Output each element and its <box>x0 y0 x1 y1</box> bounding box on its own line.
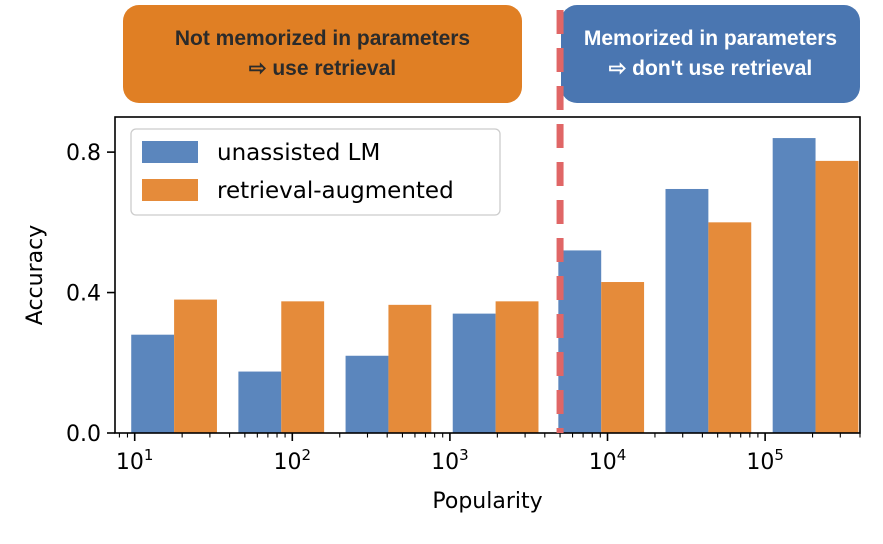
bar-unassisted-7 <box>772 138 816 434</box>
annotation-memorized: Memorized in parameters ⇨ don't use retr… <box>561 5 860 103</box>
x-axis: 101 102 103 104 105 <box>116 433 861 475</box>
bar-retrieval-1 <box>174 299 217 433</box>
bar-unassisted-3 <box>345 355 389 433</box>
x-tick-label: 102 <box>274 446 312 475</box>
y-axis: 0.0 0.4 0.8 <box>66 141 115 447</box>
legend-label-retrieval: retrieval-augmented <box>217 178 454 204</box>
bar-retrieval-7 <box>815 160 859 433</box>
legend-swatch-retrieval <box>142 179 198 201</box>
legend-label-unassisted: unassisted LM <box>217 140 380 166</box>
bar-retrieval-5 <box>601 282 645 433</box>
annotation-left-line1: Not memorized in parameters <box>174 27 471 50</box>
bar-unassisted-2 <box>238 371 282 433</box>
legend-box <box>130 128 501 216</box>
y-tick-label: 0.8 <box>66 141 101 166</box>
x-tick-label: 104 <box>589 446 627 475</box>
x-tick-label: 105 <box>746 446 784 475</box>
x-tick-label: 101 <box>116 446 154 475</box>
bar-unassisted-4 <box>452 313 496 433</box>
annotation-right-line1: Memorized in parameters <box>583 27 838 50</box>
annotation-right-line2: ⇨ don't use retrieval <box>608 57 813 80</box>
bar-unassisted-6 <box>665 188 709 433</box>
legend: unassisted LM retrieval-augmented <box>130 128 501 216</box>
annotation-not-memorized: Not memorized in parameters ⇨ use retrie… <box>123 5 522 103</box>
legend-swatch-unassisted <box>142 141 198 163</box>
x-tick-label: 103 <box>431 446 469 475</box>
bars-layer <box>131 138 859 434</box>
bar-unassisted-5 <box>558 250 602 433</box>
bar-unassisted-1 <box>131 334 175 433</box>
annotation-left-line2: ⇨ use retrieval <box>248 57 397 80</box>
y-tick-label: 0.4 <box>66 282 101 307</box>
y-tick-label: 0.0 <box>66 422 101 447</box>
bar-retrieval-3 <box>388 304 432 433</box>
plot-frame <box>114 116 861 434</box>
bar-retrieval-6 <box>708 222 752 433</box>
bar-retrieval-2 <box>281 301 325 433</box>
bar-retrieval-4 <box>495 301 539 433</box>
y-axis-label: Accuracy <box>23 225 48 325</box>
x-axis-label: Popularity <box>432 489 542 514</box>
